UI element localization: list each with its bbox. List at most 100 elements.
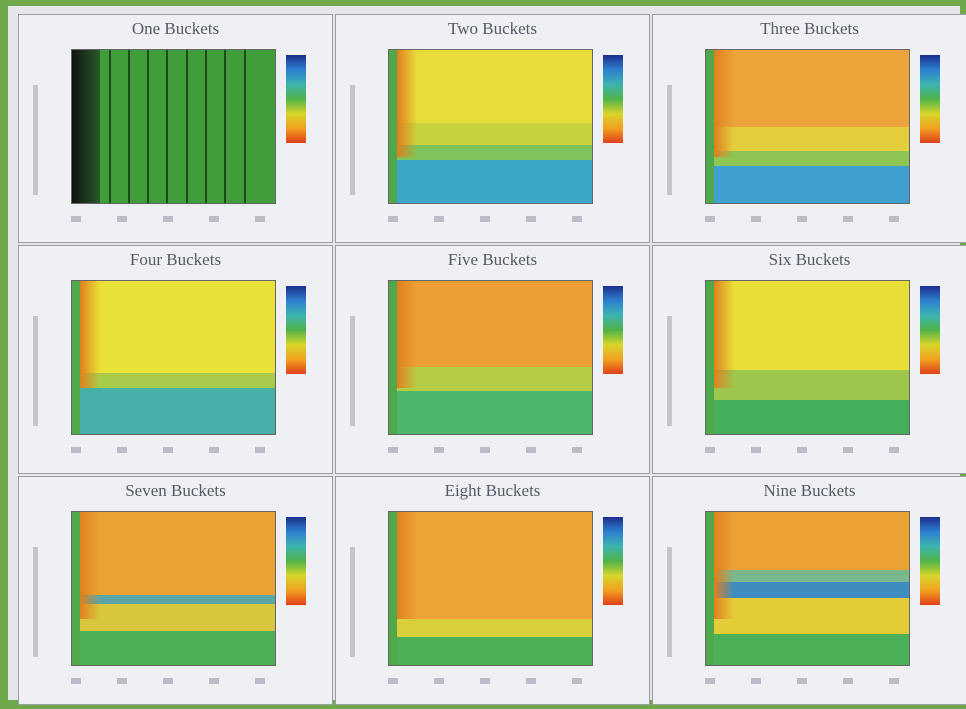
panel-title: Four Buckets bbox=[129, 250, 222, 269]
heatmap-band bbox=[706, 597, 909, 635]
heatmap-strip bbox=[389, 50, 398, 203]
x-axis bbox=[388, 678, 593, 684]
heatmap-strip bbox=[72, 512, 81, 665]
heatmap bbox=[71, 280, 276, 435]
heatmap-band bbox=[389, 391, 592, 434]
chart-panel: Two Buckets bbox=[335, 14, 650, 243]
chart-panel: Seven Buckets bbox=[18, 476, 333, 705]
heatmap-band bbox=[706, 166, 909, 203]
slide: One Buckets Two Buckets Three Buckets Four … bbox=[8, 6, 966, 705]
x-axis bbox=[705, 447, 910, 453]
heatmap-band bbox=[706, 582, 909, 598]
chart-panel: Eight Buckets bbox=[335, 476, 650, 705]
heatmap-band bbox=[72, 603, 275, 632]
x-axis bbox=[71, 678, 276, 684]
heatmap bbox=[388, 280, 593, 435]
heatmap-strip bbox=[389, 281, 398, 434]
panel-title: Three Buckets bbox=[760, 19, 859, 38]
panel-title: One Buckets bbox=[131, 19, 220, 38]
heatmap-band bbox=[72, 512, 275, 595]
heatmap-band bbox=[389, 123, 592, 145]
heatmap-strip bbox=[72, 50, 101, 203]
heatmap-band bbox=[389, 512, 592, 620]
heatmap-strip bbox=[397, 50, 418, 158]
heatmap-strip bbox=[389, 512, 398, 665]
y-axis bbox=[667, 547, 672, 657]
x-axis bbox=[71, 216, 276, 222]
heatmap-strip bbox=[706, 281, 715, 434]
heatmap-strip bbox=[706, 512, 715, 665]
chart-panel: One Buckets bbox=[18, 14, 333, 243]
heatmap bbox=[388, 511, 593, 666]
heatmap-strip bbox=[224, 50, 227, 203]
heatmap bbox=[705, 511, 910, 666]
heatmap-strip bbox=[397, 512, 418, 620]
heatmap-band bbox=[389, 281, 592, 367]
heatmap-band bbox=[706, 369, 909, 401]
heatmap-band bbox=[389, 160, 592, 203]
y-axis bbox=[33, 85, 38, 195]
heatmap-strip bbox=[204, 50, 207, 203]
heatmap-band bbox=[706, 126, 909, 151]
heatmap-band bbox=[72, 388, 275, 434]
colorbar bbox=[286, 286, 306, 374]
panel-title: Five Buckets bbox=[447, 250, 538, 269]
heatmap-strip bbox=[80, 281, 101, 389]
heatmap-strip bbox=[72, 281, 81, 434]
colorbar bbox=[286, 55, 306, 143]
x-axis bbox=[388, 216, 593, 222]
heatmap-band bbox=[706, 400, 909, 434]
heatmap-band bbox=[389, 50, 592, 124]
chart-panel: Nine Buckets bbox=[652, 476, 966, 705]
heatmap-band bbox=[72, 372, 275, 389]
x-axis bbox=[71, 447, 276, 453]
heatmap-strip bbox=[147, 50, 150, 203]
heatmap-strip bbox=[243, 50, 246, 203]
heatmap bbox=[705, 280, 910, 435]
y-axis bbox=[350, 85, 355, 195]
panel-title: Nine Buckets bbox=[763, 481, 856, 500]
chart-panel: Six Buckets bbox=[652, 245, 966, 474]
heatmap-strip bbox=[714, 50, 735, 158]
panel-title: Eight Buckets bbox=[444, 481, 541, 500]
heatmap-band bbox=[389, 619, 592, 638]
colorbar bbox=[920, 286, 940, 374]
heatmap-band bbox=[389, 366, 592, 392]
heatmap-strip bbox=[108, 50, 111, 203]
heatmap-strip bbox=[80, 512, 101, 620]
heatmap-strip bbox=[706, 50, 715, 203]
y-axis bbox=[667, 85, 672, 195]
y-axis bbox=[33, 547, 38, 657]
heatmap-band bbox=[706, 281, 909, 370]
heatmap-band bbox=[706, 50, 909, 127]
x-axis bbox=[705, 678, 910, 684]
heatmap-band bbox=[389, 144, 592, 161]
x-axis bbox=[705, 216, 910, 222]
heatmap-band bbox=[706, 570, 909, 583]
x-axis bbox=[388, 447, 593, 453]
heatmap-band bbox=[389, 637, 592, 665]
heatmap bbox=[388, 49, 593, 204]
colorbar bbox=[920, 55, 940, 143]
y-axis bbox=[350, 547, 355, 657]
heatmap-band bbox=[706, 150, 909, 167]
heatmap-strip bbox=[127, 50, 130, 203]
panel-title: Six Buckets bbox=[768, 250, 851, 269]
heatmap bbox=[705, 49, 910, 204]
heatmap bbox=[71, 49, 276, 204]
heatmap-band bbox=[706, 634, 909, 665]
panel-title: Two Buckets bbox=[448, 19, 537, 38]
heatmap-strip bbox=[397, 281, 418, 389]
y-axis bbox=[33, 316, 38, 426]
y-axis bbox=[667, 316, 672, 426]
heatmap-strip bbox=[166, 50, 169, 203]
heatmap bbox=[71, 511, 276, 666]
heatmap-strip bbox=[714, 281, 735, 389]
chart-panel: Four Buckets bbox=[18, 245, 333, 474]
colorbar bbox=[920, 517, 940, 605]
colorbar bbox=[286, 517, 306, 605]
chart-panel: Five Buckets bbox=[335, 245, 650, 474]
chart-panel: Three Buckets bbox=[652, 14, 966, 243]
heatmap-band bbox=[72, 594, 275, 604]
